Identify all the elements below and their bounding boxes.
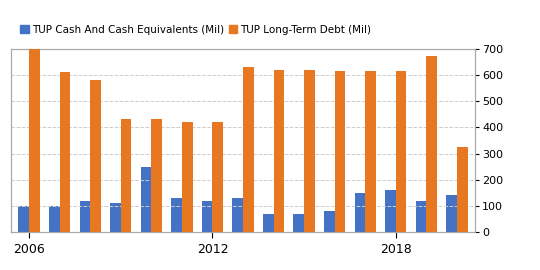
Bar (426, 56, 437, 232)
Bar (121, 119, 131, 232)
Bar (232, 198, 243, 232)
Bar (110, 203, 121, 232)
Bar (29, 49, 40, 232)
Bar (324, 211, 335, 232)
Bar (385, 190, 396, 232)
Bar (274, 70, 284, 232)
Bar (446, 195, 457, 232)
Bar (49, 206, 60, 232)
Bar (243, 67, 254, 232)
Legend: TUP Cash And Cash Equivalents (Mil), TUP Long-Term Debt (Mil): TUP Cash And Cash Equivalents (Mil), TUP… (16, 21, 376, 39)
Bar (355, 193, 365, 232)
Bar (293, 214, 304, 232)
Bar (202, 201, 212, 232)
Bar (90, 80, 101, 232)
Bar (140, 167, 151, 232)
Bar (79, 201, 90, 232)
Bar (151, 119, 162, 232)
Bar (304, 70, 315, 232)
Bar (212, 122, 223, 232)
Bar (263, 214, 274, 232)
Bar (457, 147, 468, 232)
Bar (416, 201, 426, 232)
Bar (60, 72, 70, 232)
Bar (182, 122, 193, 232)
Bar (171, 198, 182, 232)
Bar (335, 71, 346, 232)
Bar (396, 71, 407, 232)
Bar (18, 206, 29, 232)
Bar (365, 71, 376, 232)
